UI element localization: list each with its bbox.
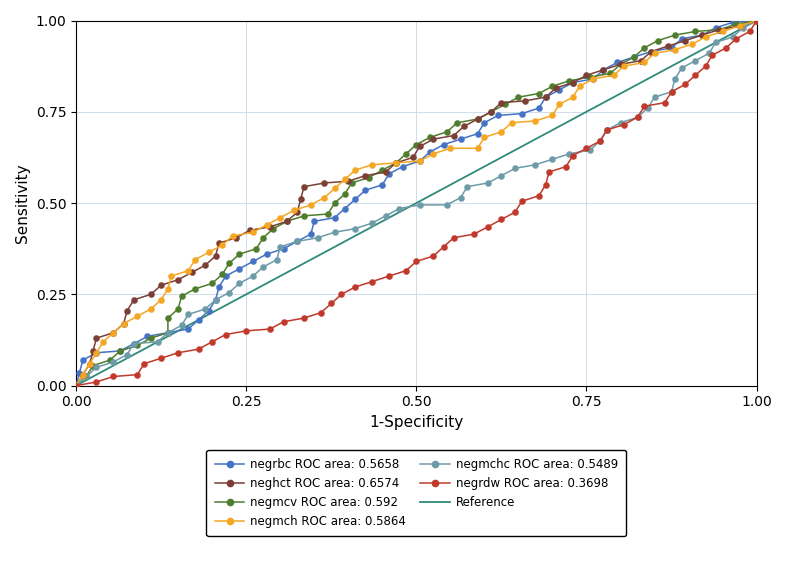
Legend: negrbc ROC area: 0.5658, neghct ROC area: 0.6574, negmcv ROC area: 0.592, negmch: negrbc ROC area: 0.5658, neghct ROC area… [206,450,626,536]
X-axis label: 1-Specificity: 1-Specificity [369,415,464,430]
Y-axis label: Sensitivity: Sensitivity [15,163,30,243]
